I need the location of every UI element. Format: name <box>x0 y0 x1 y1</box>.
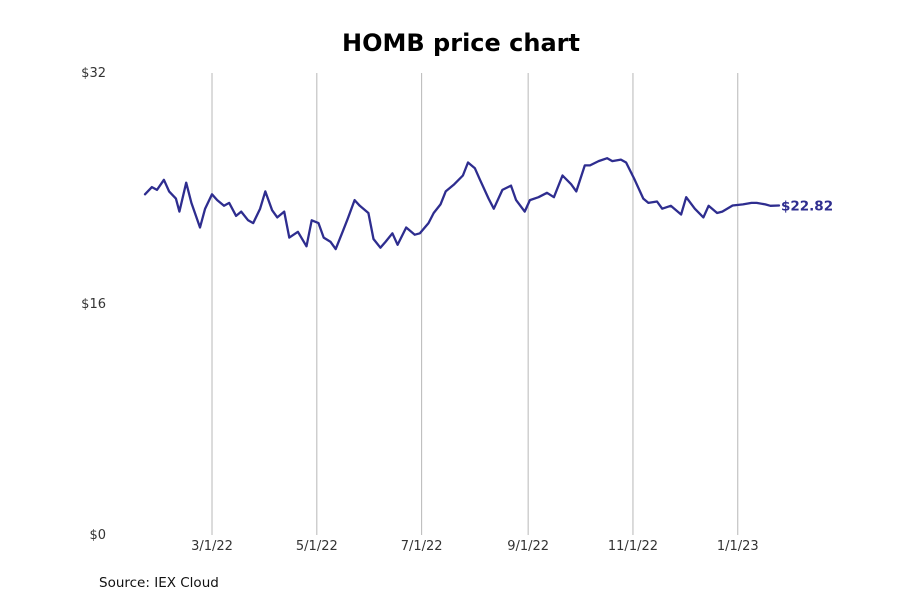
x-tick-label: 5/1/22 <box>296 539 338 554</box>
price-line <box>143 157 781 251</box>
y-tick-label: $32 <box>81 66 106 81</box>
x-axis-ticks: 3/1/22 5/1/22 7/1/22 9/1/22 11/1/22 1/1/23 <box>191 539 759 554</box>
y-axis-ticks: $0 $16 $32 <box>81 66 106 543</box>
x-tick-label: 7/1/22 <box>401 539 443 554</box>
chart-title: HOMB price chart <box>342 29 580 57</box>
x-tick-label: 3/1/22 <box>191 539 233 554</box>
x-tick-label: 1/1/23 <box>717 539 759 554</box>
vertical-gridlines <box>211 73 739 535</box>
last-price-label: $22.82 <box>781 199 833 215</box>
y-tick-label: $0 <box>89 528 106 543</box>
x-tick-label: 11/1/22 <box>608 539 658 554</box>
source-note: Source: IEX Cloud <box>99 575 219 591</box>
x-tick-label: 9/1/22 <box>507 539 549 554</box>
y-tick-label: $16 <box>81 297 106 312</box>
